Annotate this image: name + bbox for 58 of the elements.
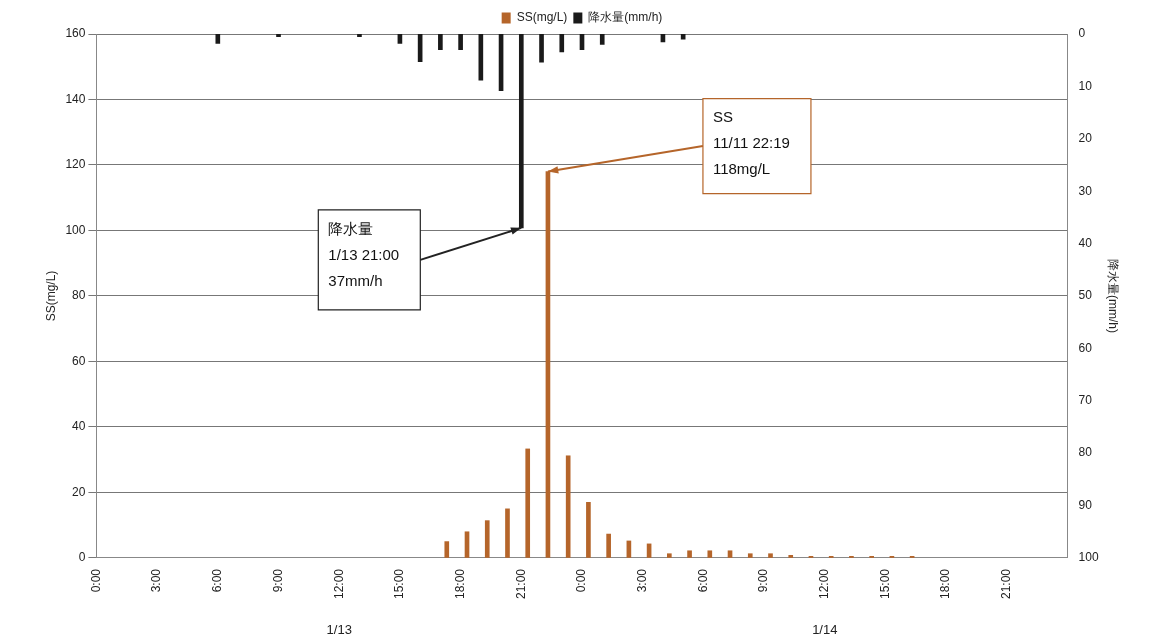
text: 1/14	[812, 621, 838, 637]
y2-tick-label: 30	[1078, 183, 1093, 198]
y2-tick-label: 90	[1078, 497, 1093, 512]
y-tick-label: 120	[65, 157, 86, 172]
x-tick-label: 21:00	[999, 568, 1014, 599]
x-tick-label: 18:00	[938, 568, 953, 599]
bar	[707, 550, 713, 558]
bar	[788, 555, 794, 558]
x-tick-label: 3:00	[149, 568, 164, 593]
y-tick-label: 140	[65, 91, 86, 106]
x-tick-label: 12:00	[817, 568, 832, 599]
bar	[505, 508, 510, 558]
bar	[747, 553, 753, 558]
y-tick-label: 100	[65, 222, 86, 237]
annotation: 降水量 1/13 21:00 37mm/h	[328, 219, 400, 289]
x-tick-label: 6:00	[210, 568, 225, 593]
x-tick-label: 21:00	[513, 568, 528, 599]
y2-tick-label: 100	[1078, 550, 1099, 565]
y-tick-label: 60	[72, 353, 86, 368]
y2-tick-label: 0	[1078, 26, 1086, 41]
x-tick-label: 18:00	[452, 568, 467, 599]
annotation: SS 11/11 22:19 118mg/L	[712, 108, 790, 178]
y2-tick-label: 60	[1078, 340, 1093, 355]
bar	[484, 520, 490, 558]
bar	[768, 553, 773, 558]
y2-tick-label: 10	[1078, 78, 1093, 93]
y-tick-label: 40	[72, 419, 86, 434]
bar	[606, 533, 611, 558]
y-tick-label: 160	[65, 26, 86, 41]
x-tick-label: 6:00	[695, 568, 710, 593]
bar	[586, 501, 591, 558]
bar	[727, 550, 733, 558]
y2-tick-label: 70	[1078, 393, 1093, 408]
y-axis-title: SS(mg/L)	[43, 270, 58, 322]
bar	[525, 448, 531, 558]
legend-label: 降水量(mm/h)	[588, 10, 663, 25]
bar	[667, 553, 672, 558]
y-tick-label: 20	[72, 484, 86, 499]
text: 1/13	[326, 621, 352, 637]
x-tick-label: 15:00	[877, 568, 892, 599]
y2-tick-label: 80	[1078, 445, 1093, 460]
y2-tick-label: 20	[1078, 131, 1093, 146]
bar	[565, 455, 571, 558]
x-tick-label: 9:00	[270, 568, 285, 593]
y2-tick-label: 40	[1078, 235, 1093, 250]
y2-tick-label: 50	[1078, 288, 1093, 303]
legend-label: SS(mg/L)	[516, 10, 568, 25]
y-tick-label: 80	[72, 288, 86, 303]
x-tick-label: 3:00	[635, 568, 650, 593]
y-tick-label: 0	[78, 550, 86, 565]
x-tick-label: 0:00	[88, 568, 103, 593]
x-tick-label: 12:00	[331, 568, 346, 599]
x-tick-label: 9:00	[756, 568, 771, 593]
y2-axis-title: 降水量(mm/h)	[1106, 258, 1121, 333]
x-tick-label: 0:00	[574, 568, 589, 593]
bar	[444, 541, 450, 558]
bar	[687, 550, 692, 558]
x-tick-label: 15:00	[392, 568, 407, 599]
